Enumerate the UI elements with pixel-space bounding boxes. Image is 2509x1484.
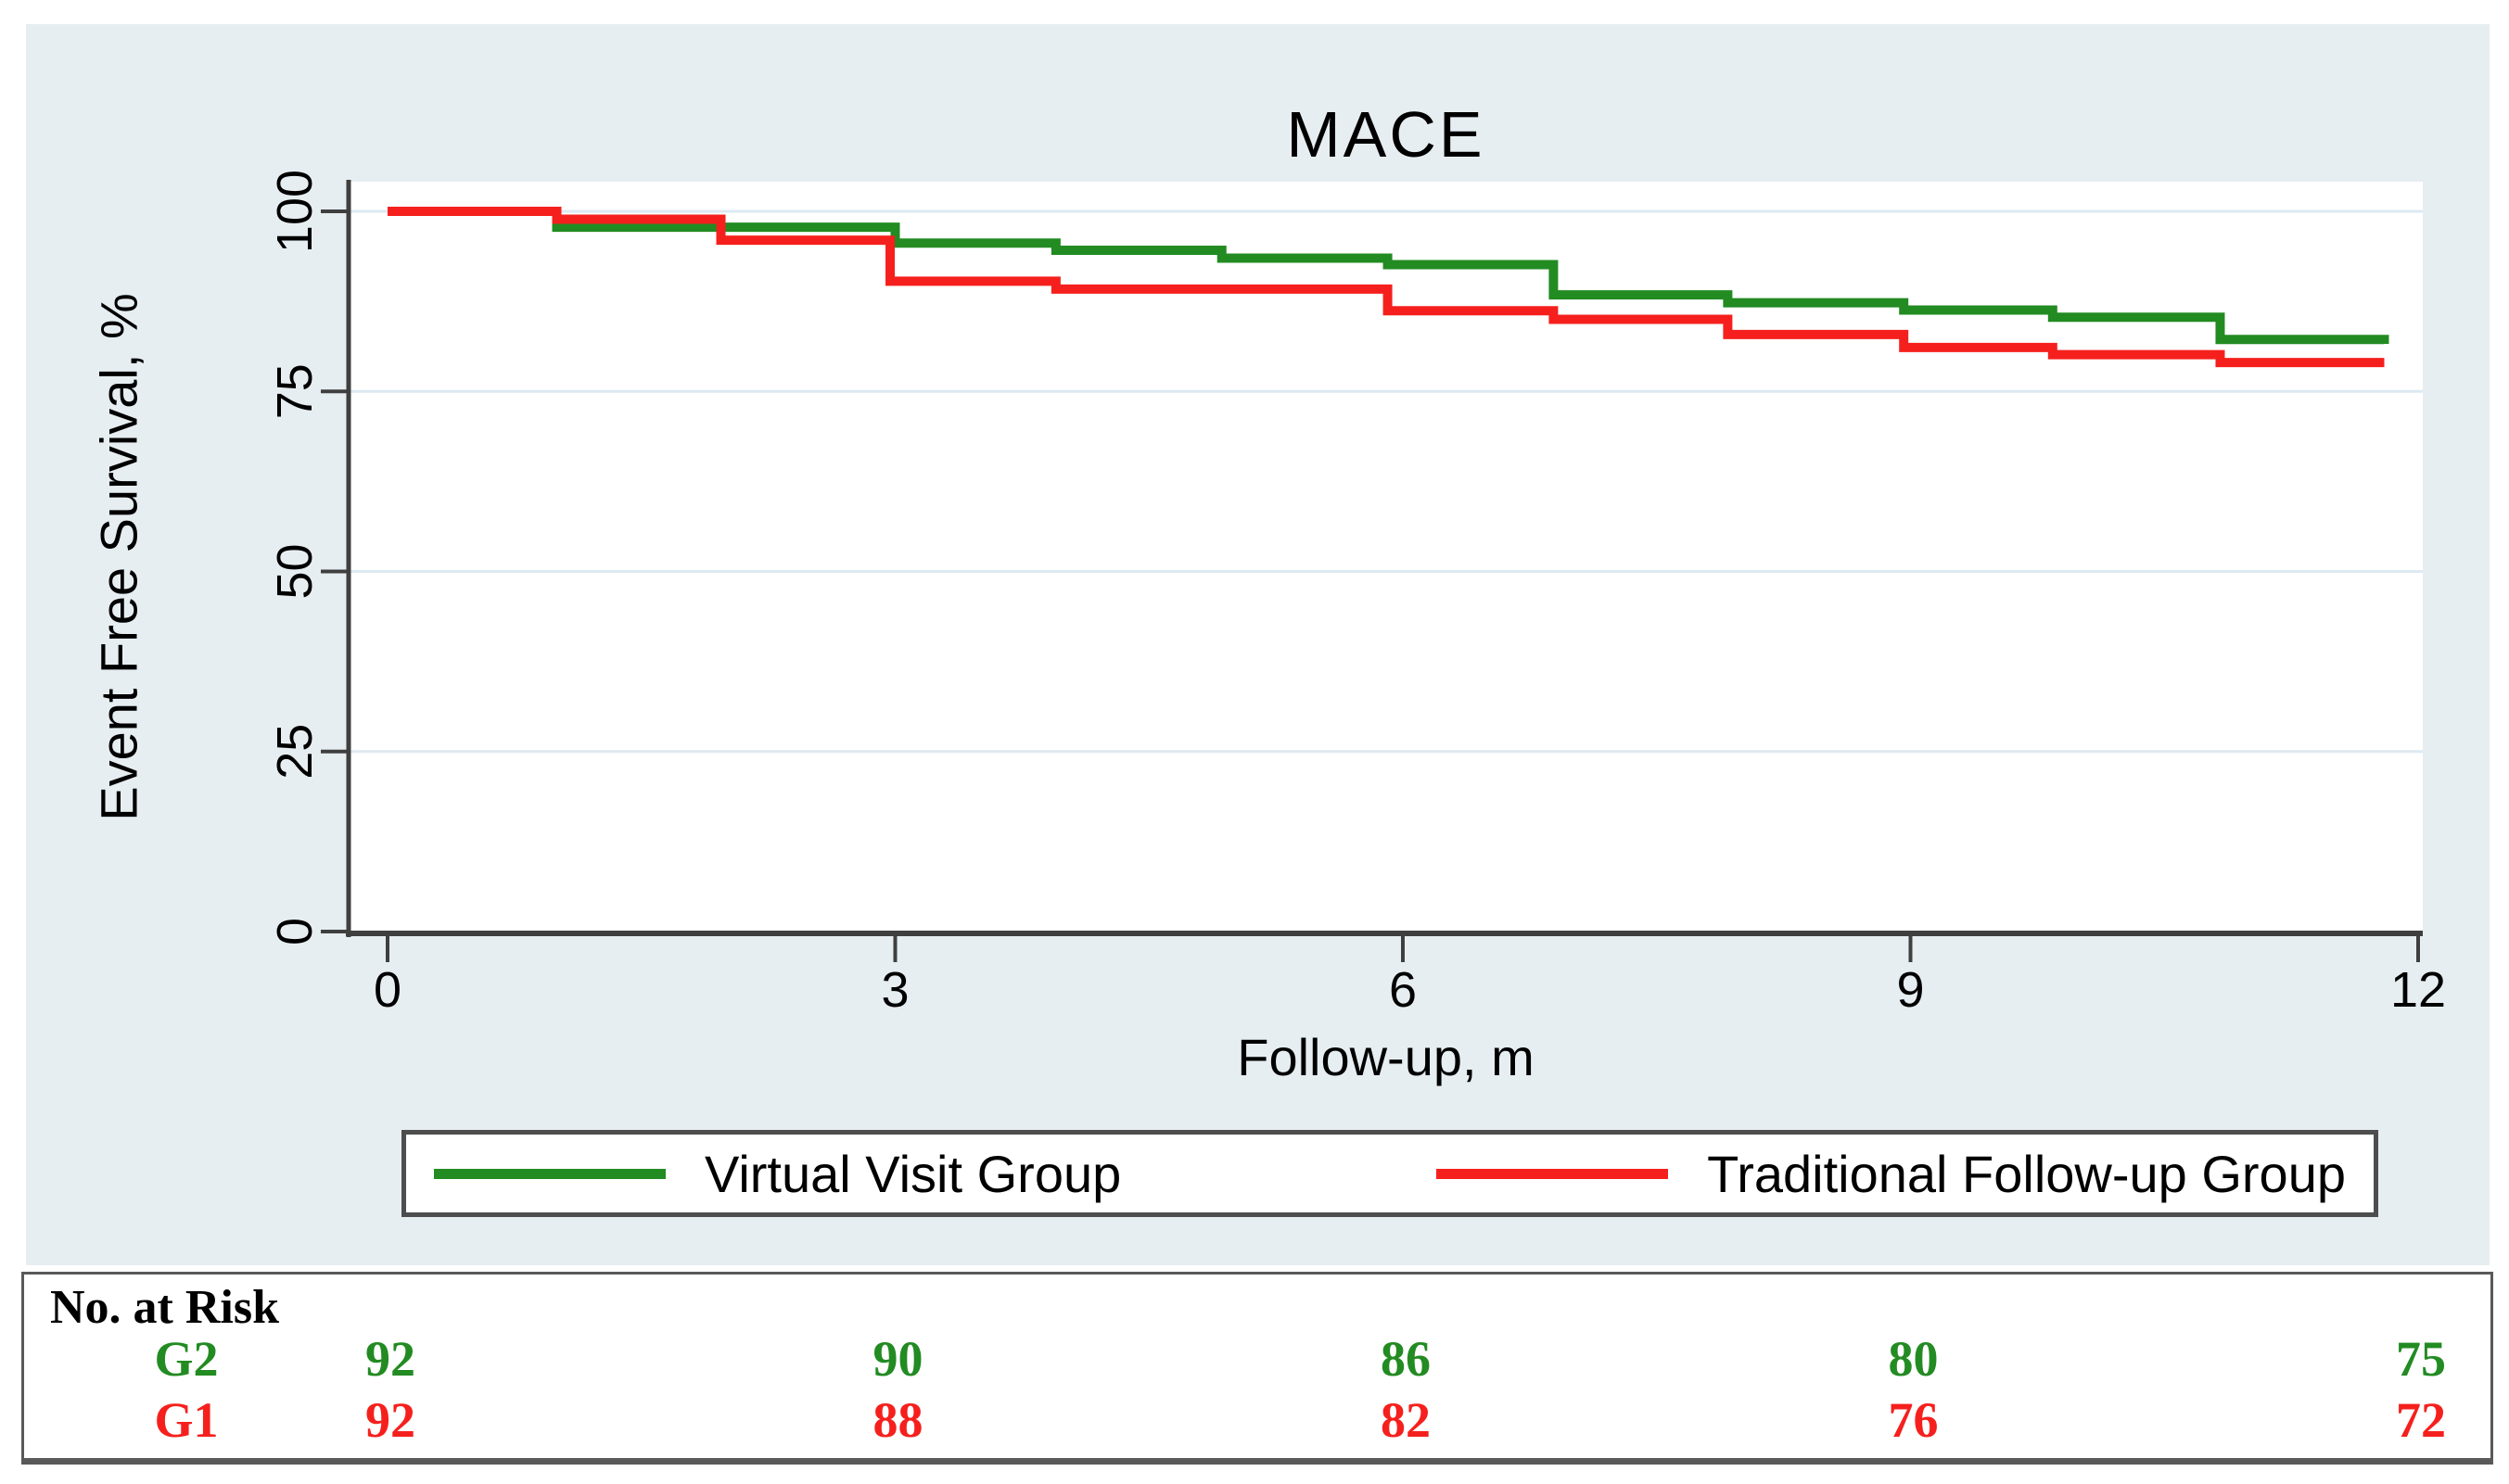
x-tick-label-3: 3 [881, 962, 909, 1018]
chart-title: MACE [1286, 98, 1485, 171]
legend-label: Traditional Follow-up Group [1707, 1144, 2346, 1203]
risk-value-G2-m3: 90 [872, 1331, 923, 1387]
risk-value-G2-m6: 86 [1381, 1331, 1431, 1387]
y-tick-label-25: 25 [267, 724, 323, 780]
survival-curve-virtual [388, 207, 2389, 345]
y-tick-label-75: 75 [267, 363, 323, 419]
risk-value-G1-m3: 88 [872, 1392, 923, 1448]
legend-label: Virtual Visit Group [705, 1144, 1122, 1203]
risk-value-G2-m0: 92 [365, 1331, 415, 1387]
legend-item-traditional: Traditional Follow-up Group [1436, 1144, 2346, 1204]
y-tick-label-100: 100 [267, 170, 323, 253]
risk-value-G1-m6: 82 [1381, 1392, 1431, 1448]
risk-value-G1-m12: 72 [2396, 1392, 2446, 1448]
y-tick-label-0: 0 [267, 918, 323, 945]
green-line-swatch [434, 1168, 666, 1179]
x-tick-label-12: 12 [2390, 962, 2446, 1018]
risk-table-header: No. at Risk [50, 1281, 280, 1334]
legend-item-virtual: Virtual Visit Group [434, 1144, 1121, 1204]
risk-value-G1-m9: 76 [1888, 1392, 1939, 1448]
x-tick-label-9: 9 [1896, 962, 1924, 1018]
risk-value-G2-m9: 80 [1888, 1331, 1939, 1387]
risk-value-G1-m0: 92 [365, 1392, 415, 1448]
risk-value-G2-m12: 75 [2396, 1331, 2446, 1387]
y-tick-label-50: 50 [267, 543, 323, 599]
legend: Virtual Visit Group Traditional Follow-u… [401, 1130, 2378, 1217]
number-at-risk-table: No. at Risk G2 92 90 86 80 75 G1 92 88 82 76 72 [21, 1272, 2493, 1465]
risk-row-label-G2: G2 [154, 1331, 219, 1387]
survival-curve-traditional [388, 207, 2385, 368]
x-tick-label-6: 6 [1389, 962, 1417, 1018]
y-axis-title: Event Free Survival, % [89, 293, 148, 821]
risk-row-label-G1: G1 [154, 1392, 219, 1448]
x-axis-title: Follow-up, m [1237, 1028, 1535, 1086]
red-line-swatch [1436, 1168, 1669, 1179]
x-tick-label-0: 0 [374, 962, 401, 1018]
